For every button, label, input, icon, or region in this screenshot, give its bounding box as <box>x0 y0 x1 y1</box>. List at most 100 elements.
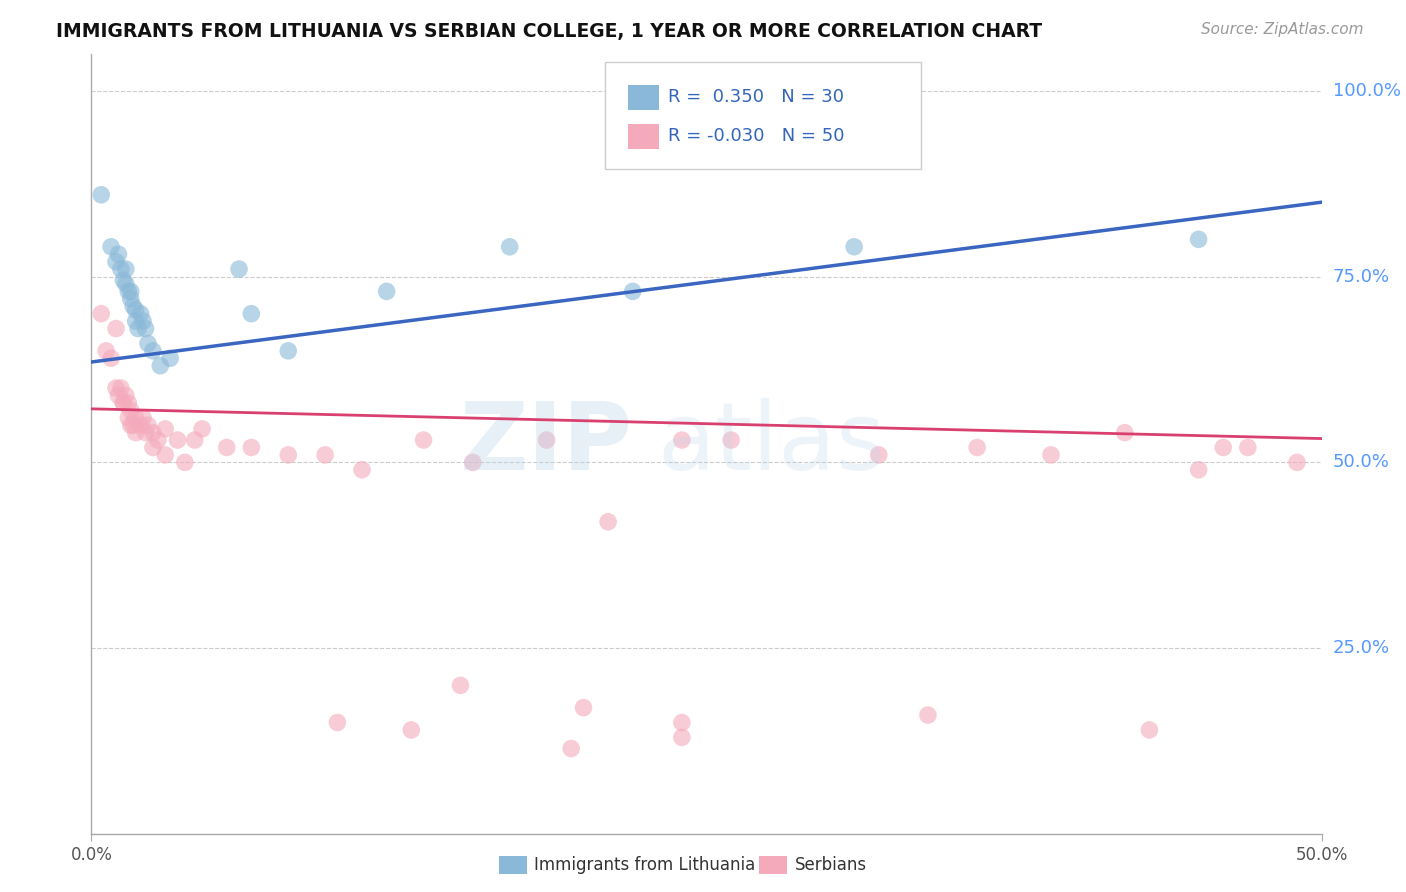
Point <box>136 418 159 433</box>
Point <box>112 396 135 410</box>
Point <box>107 388 129 402</box>
Text: ZIP: ZIP <box>460 398 633 490</box>
Point <box>146 433 169 447</box>
Text: R = -0.030   N = 50: R = -0.030 N = 50 <box>668 128 845 145</box>
Point <box>112 396 135 410</box>
Point <box>124 425 146 440</box>
Point <box>166 433 188 447</box>
Point <box>122 299 145 313</box>
Point <box>122 418 145 433</box>
Point <box>720 433 742 447</box>
Point <box>90 187 112 202</box>
Point <box>326 715 349 730</box>
Point <box>917 708 939 723</box>
Point <box>117 396 139 410</box>
Text: 50.0%: 50.0% <box>1333 453 1389 471</box>
Text: 75.0%: 75.0% <box>1333 268 1391 285</box>
Point <box>142 425 165 440</box>
Point <box>412 433 434 447</box>
Point <box>536 433 558 447</box>
Point <box>124 303 146 318</box>
Point <box>1187 232 1209 246</box>
Point <box>240 441 263 455</box>
Point <box>1285 455 1308 469</box>
Point <box>277 448 299 462</box>
Point <box>90 307 112 321</box>
Point <box>399 723 422 737</box>
Text: Immigrants from Lithuania: Immigrants from Lithuania <box>534 856 755 874</box>
Point <box>114 262 138 277</box>
Point <box>191 422 214 436</box>
Point <box>114 277 138 291</box>
Point <box>215 441 238 455</box>
Point <box>183 433 207 447</box>
Point <box>174 455 197 469</box>
Point <box>449 678 471 692</box>
Point <box>132 314 155 328</box>
Point <box>868 448 890 462</box>
Point <box>120 285 142 299</box>
Point <box>375 285 398 299</box>
Point <box>1237 441 1260 455</box>
Text: 25.0%: 25.0% <box>1333 640 1391 657</box>
Point <box>596 515 619 529</box>
Point <box>671 731 693 745</box>
Point <box>159 351 181 366</box>
Point <box>1187 463 1209 477</box>
Point <box>461 455 484 469</box>
Point <box>127 321 149 335</box>
Point <box>105 321 127 335</box>
Point <box>136 336 159 351</box>
Point <box>671 433 693 447</box>
Point <box>560 741 582 756</box>
Point <box>966 441 988 455</box>
Point <box>498 240 520 254</box>
Point <box>277 343 299 358</box>
Point <box>142 441 165 455</box>
Point <box>110 381 132 395</box>
Point <box>352 463 374 477</box>
Point <box>110 262 132 277</box>
Point <box>153 422 177 436</box>
Point <box>314 448 336 462</box>
Text: R =  0.350   N = 30: R = 0.350 N = 30 <box>668 88 844 106</box>
Point <box>120 418 142 433</box>
Point <box>120 403 142 417</box>
Point <box>100 240 122 254</box>
Point <box>112 273 135 287</box>
Point <box>132 410 155 425</box>
Text: IMMIGRANTS FROM LITHUANIA VS SERBIAN COLLEGE, 1 YEAR OR MORE CORRELATION CHART: IMMIGRANTS FROM LITHUANIA VS SERBIAN COL… <box>56 22 1042 41</box>
Point <box>120 292 142 306</box>
Point <box>135 321 156 335</box>
Point <box>793 113 815 128</box>
Point <box>153 448 177 462</box>
Point <box>117 285 139 299</box>
Point <box>107 247 129 261</box>
Point <box>621 285 644 299</box>
Point <box>142 343 165 358</box>
Point <box>1139 723 1161 737</box>
Point <box>100 351 122 366</box>
Point <box>135 425 156 440</box>
Point <box>228 262 250 277</box>
Point <box>105 381 127 395</box>
Point <box>1039 448 1063 462</box>
Text: 100.0%: 100.0% <box>1333 82 1400 100</box>
Text: Serbians: Serbians <box>794 856 866 874</box>
Point <box>1114 425 1136 440</box>
Point <box>124 314 146 328</box>
Point <box>129 307 152 321</box>
Point <box>240 307 263 321</box>
Point <box>129 418 152 433</box>
Point <box>105 254 127 268</box>
Point <box>149 359 172 373</box>
Point <box>842 240 865 254</box>
Text: Source: ZipAtlas.com: Source: ZipAtlas.com <box>1201 22 1364 37</box>
Point <box>117 410 139 425</box>
Point <box>671 715 693 730</box>
Point <box>1212 441 1234 455</box>
Point <box>124 410 146 425</box>
Point <box>114 388 138 402</box>
Point <box>96 343 117 358</box>
Point <box>572 700 595 714</box>
